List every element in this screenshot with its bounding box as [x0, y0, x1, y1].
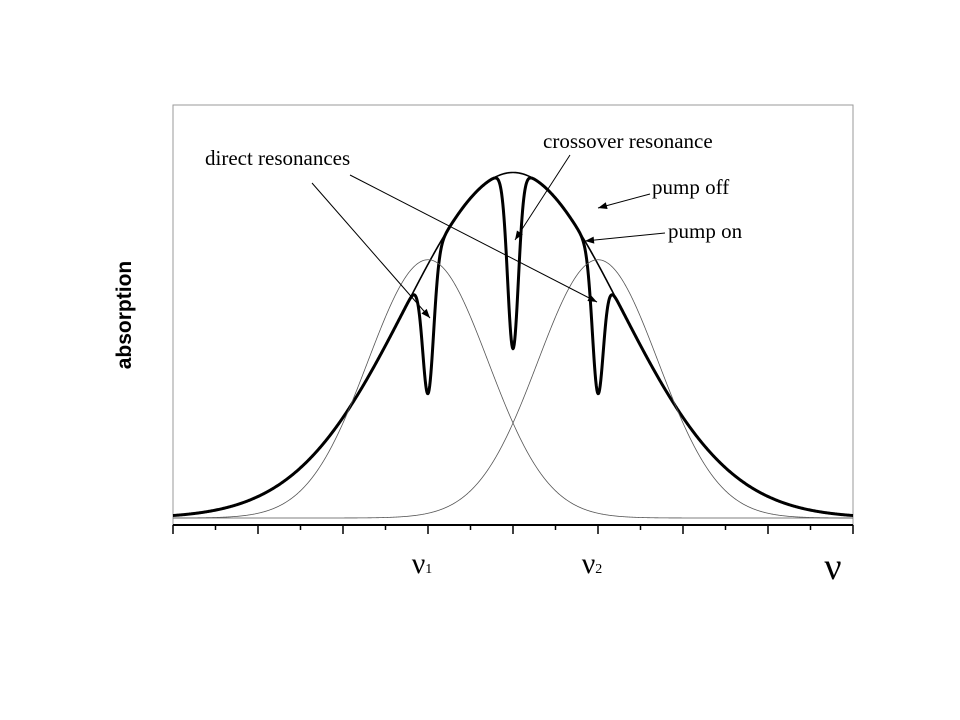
curve-component-2: [173, 259, 853, 519]
annotations: direct resonances crossover resonance pump…: [205, 129, 743, 319]
annotation-crossover: crossover resonance: [543, 129, 713, 153]
x-axis-ticks: [172, 525, 854, 534]
x-axis-label: ν: [824, 546, 841, 588]
annotation-pumpoff: pump off: [652, 175, 729, 199]
curve-pump-on: [172, 176, 854, 518]
tick-label-nu2: ν2: [582, 547, 603, 580]
arrow-direct-1: [311, 182, 431, 319]
annotation-direct: direct resonances: [205, 146, 350, 170]
tick-label-nu1: ν1: [412, 547, 433, 580]
arrow-pumpon-1-head: [585, 236, 595, 244]
curve-component-1: [173, 259, 853, 519]
arrow-pumpoff-1-head: [598, 202, 608, 210]
x-tick-labels: ν1 ν2: [412, 547, 603, 580]
arrow-direct-1-head: [421, 308, 430, 318]
arrow-direct-2: [349, 174, 598, 303]
curves: [172, 171, 854, 519]
arrow-direct-2-head: [587, 294, 597, 302]
annotation-pumpon: pump on: [668, 219, 743, 243]
y-axis-label: absorption: [113, 261, 136, 370]
arrow-pumpon-1: [584, 232, 666, 242]
arrow-crossover-1: [514, 154, 571, 241]
arrow-crossover-1-head: [515, 230, 523, 240]
